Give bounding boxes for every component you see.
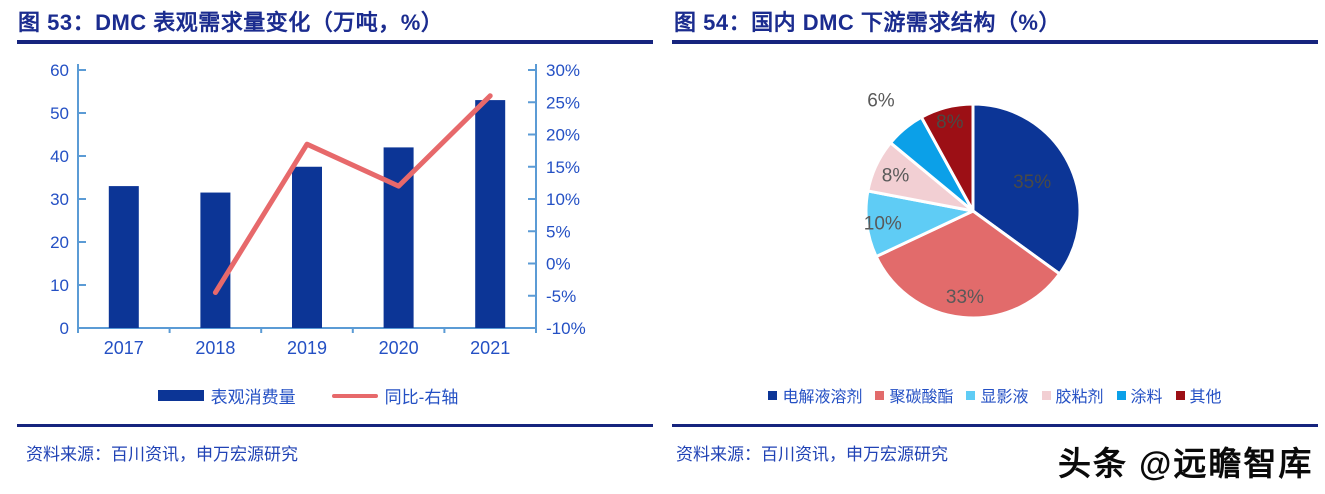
pie-legend-item-4: 涂料: [1116, 383, 1163, 407]
category-label: 2021: [470, 338, 510, 358]
pie-chart-legend: 电解液溶剂 聚碳酸酯 显影液 胶粘剂 涂料 其他: [672, 383, 1318, 407]
pie-label-1: 33%: [946, 287, 984, 308]
legend-item-line: 同比-右轴: [331, 383, 459, 408]
pie-slice-1: [874, 209, 1062, 320]
pie-legend-swatch: [1175, 390, 1185, 400]
bar-chart-legend: 表观消费量 同比-右轴: [78, 383, 538, 408]
left-tick-label: 30: [50, 190, 69, 209]
category-label: 2017: [104, 338, 144, 358]
pie-label-4: 6%: [867, 91, 895, 112]
figure-54-source: 资料来源：百川资讯，申万宏源研究: [676, 445, 948, 464]
legend-label: 电解液溶剂: [782, 389, 863, 406]
legend-label: 其他: [1189, 389, 1222, 406]
category-label: 2020: [379, 338, 419, 358]
figure-53-source-rule: [17, 424, 653, 427]
figure-53-title: 图 53：DMC 表观需求量变化（万吨，%）: [18, 10, 444, 35]
line-swatch: [331, 393, 378, 398]
pie-label-0: 35%: [1013, 172, 1051, 193]
pie-legend-item-0: 电解液溶剂: [768, 383, 862, 407]
legend-label: 聚碳酸酯: [889, 389, 954, 406]
left-tick-label: 0: [60, 319, 69, 338]
right-tick-label: 15%: [546, 158, 580, 177]
category-label: 2019: [287, 338, 327, 358]
right-tick-label: 20%: [546, 126, 580, 145]
legend-label: 同比-右轴: [384, 388, 459, 407]
figure-54-title: 图 54：国内 DMC 下游需求结构（%）: [674, 10, 1061, 35]
right-tick-label: -10%: [546, 319, 586, 338]
right-tick-label: 30%: [546, 61, 580, 80]
legend-label: 显影液: [980, 389, 1029, 406]
watermark-text: 头条 @远瞻智库: [1058, 445, 1314, 482]
right-tick-label: 5%: [546, 222, 571, 241]
pie-legend-item-2: 显影液: [966, 383, 1029, 407]
figure-53-title-rule: [17, 40, 653, 44]
pie-label-2: 10%: [864, 213, 902, 234]
figure-53-source: 资料来源：百川资讯，申万宏源研究: [26, 445, 298, 464]
pie-legend-swatch: [768, 390, 778, 400]
right-tick-label: 0%: [546, 255, 571, 274]
figure-53-panel: 图 53：DMC 表观需求量变化（万吨，%） 0 10 20 30 40 50 60 -10%…: [0, 0, 653, 494]
figure-54-title-rule: [672, 40, 1318, 44]
right-tick-label: 10%: [546, 190, 580, 209]
right-tick-label: 25%: [546, 93, 580, 112]
bar-2018: [200, 192, 231, 328]
pie-legend-swatch: [1041, 390, 1051, 400]
left-tick-label: 20: [50, 233, 69, 252]
pie-legend-swatch: [966, 390, 976, 400]
pie-chart: 35% 33% 10% 8% 6% 8%: [864, 91, 1082, 320]
bar-swatch: [157, 390, 204, 401]
left-tick-label: 50: [50, 104, 69, 123]
pie-label-5: 8%: [936, 112, 964, 133]
pie-legend-swatch: [875, 390, 885, 400]
pie-label-3: 8%: [882, 166, 910, 187]
left-tick-label: 10: [50, 276, 69, 295]
pie-slice-5: [919, 102, 975, 213]
pie-legend-item-3: 胶粘剂: [1041, 383, 1104, 407]
legend-label: 涂料: [1130, 389, 1163, 406]
bar-line-chart: 0 10 20 30 40 50 60 -10% -5% 0% 5% 10% 15% 20% 25% 30% 2…: [50, 61, 586, 358]
right-tick-label: -5%: [546, 287, 576, 306]
yoy-line: [212, 93, 493, 296]
bar-2019: [292, 166, 322, 328]
pie-slice-0: [971, 102, 1082, 276]
pie-legend-item-1: 聚碳酸酯: [875, 383, 953, 407]
category-label: 2018: [195, 338, 235, 358]
bar-2017: [108, 186, 139, 328]
legend-label: 表观消费量: [210, 388, 296, 407]
left-tick-label: 60: [50, 61, 69, 80]
bar-2021: [475, 100, 506, 328]
legend-label: 胶粘剂: [1055, 389, 1104, 406]
figure-54-source-rule: [672, 424, 1318, 427]
figure-54-panel: 图 54：国内 DMC 下游需求结构（%） 35% 33% 10% 8% 6% 8% 电解…: [672, 0, 1325, 494]
legend-item-bar: 表观消费量: [157, 383, 296, 408]
pie-legend-item-5: 其他: [1175, 383, 1222, 407]
pie-legend-swatch: [1116, 390, 1126, 400]
left-tick-label: 40: [50, 147, 69, 166]
